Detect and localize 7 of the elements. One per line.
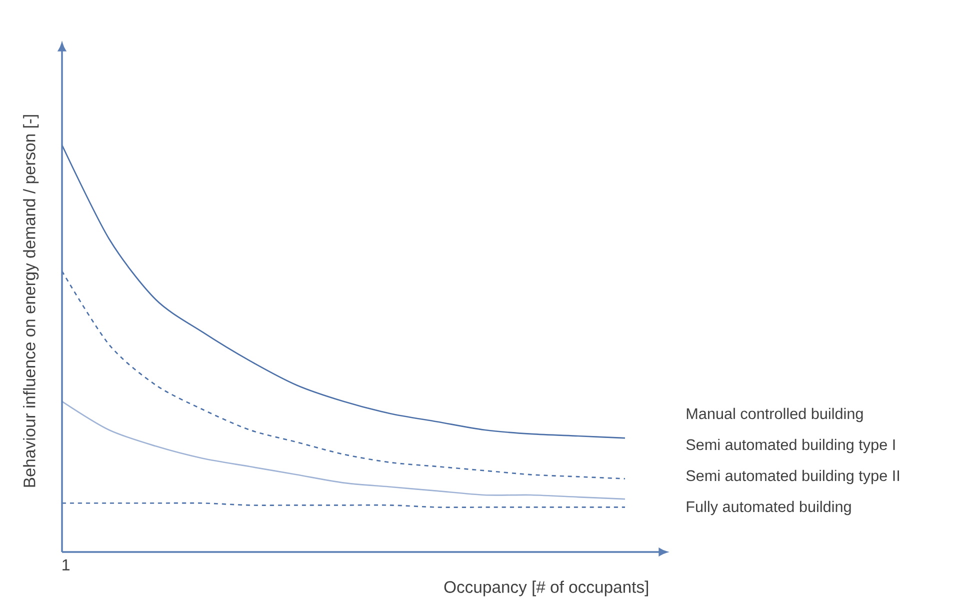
text: Manual controlled building <box>686 408 863 422</box>
text: 1 <box>62 559 70 570</box>
text: Semi automated building type II <box>686 470 899 484</box>
y-axis-title: Behaviour influence on energy demand / person [-] <box>23 115 39 487</box>
x-axis-title: Occupancy [# of occupants] <box>444 580 648 596</box>
text: Semi automated building type I <box>686 438 895 454</box>
text: Fully automated building <box>686 500 851 516</box>
